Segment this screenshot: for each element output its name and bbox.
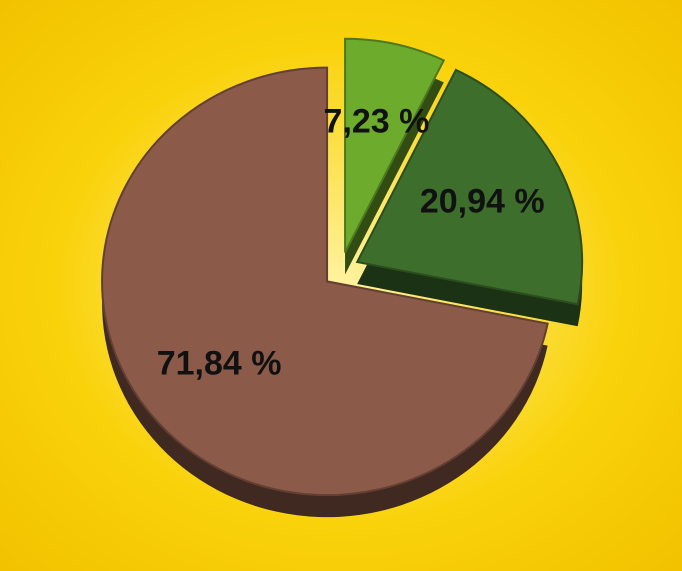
slice [344, 37, 446, 253]
data-label: 71,84 % [157, 344, 282, 382]
pie [101, 37, 584, 518]
slice [355, 68, 584, 306]
data-label: 7,23 % [324, 102, 430, 140]
data-label: 20,94 % [420, 182, 545, 220]
slice [101, 66, 549, 497]
labels: 71,84 % 7,23 % 20,94 % [157, 102, 545, 382]
